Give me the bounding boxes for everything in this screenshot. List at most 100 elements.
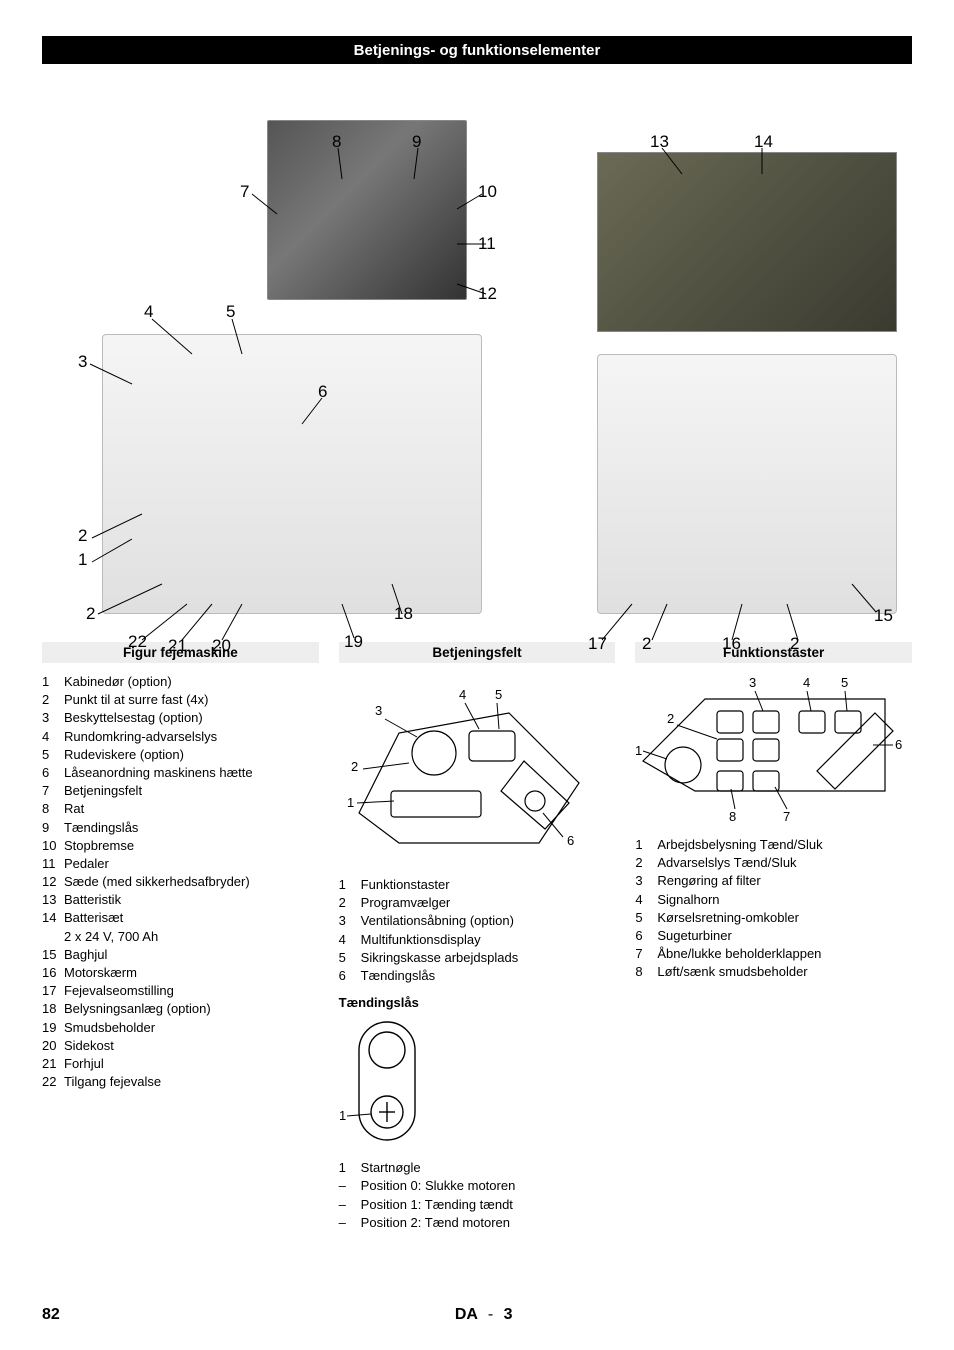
list-item-text: Funktionstaster [361, 876, 450, 894]
callout: 19 [344, 632, 363, 652]
callout: 1 [78, 550, 87, 570]
list-item-text: Belysningsanlæg (option) [64, 1000, 211, 1018]
col2-list: 1Funktionstaster2Programvælger3Ventilati… [339, 876, 616, 985]
diagram-label: 3 [375, 703, 382, 718]
list-item-text: Åbne/lukke beholderklappen [657, 945, 821, 963]
list-item-text: Rengøring af filter [657, 872, 760, 890]
list-item: 3Rengøring af filter [635, 872, 912, 890]
footer-num: 3 [504, 1306, 513, 1323]
function-keys-diagram: 1 2 3 4 5 6 7 8 [635, 673, 912, 826]
columns: Figur fejemaskine 1Kabinedør (option)2Pu… [42, 642, 912, 1232]
list-item: 6Låseanordning maskinens hætte [42, 764, 319, 782]
list-item-number: 4 [635, 891, 657, 909]
list-item-number: 1 [635, 836, 657, 854]
list-item: 11Pedaler [42, 855, 319, 873]
col2-dashlist: – Position 0: Slukke motoren–Position 1: … [339, 1177, 616, 1232]
callout: 9 [412, 132, 421, 152]
callout: 11 [478, 234, 496, 254]
list-item-number: 5 [635, 909, 657, 927]
list-item-number: 14 [42, 909, 64, 927]
list-item: 22Tilgang fejevalse [42, 1073, 319, 1091]
list-item-text: Multifunktionsdisplay [361, 931, 481, 949]
list-item: 7Åbne/lukke beholderklappen [635, 945, 912, 963]
list-item-text: Rat [64, 800, 84, 818]
footer-right-spacer [908, 1306, 912, 1324]
list-item-number [42, 928, 64, 946]
callout: 2 [642, 634, 651, 654]
list-item-text: Position 0: Slukke motoren [361, 1177, 516, 1195]
list-item-number: 7 [42, 782, 64, 800]
list-item-text: Position 2: Tænd motoren [361, 1214, 510, 1232]
list-item-text: Sikringskasse arbejdsplads [361, 949, 519, 967]
list-item-text: Baghjul [64, 946, 107, 964]
list-item-number: 15 [42, 946, 64, 964]
diagram-label: 3 [749, 675, 756, 690]
list-item-number: 6 [635, 927, 657, 945]
list-item-text: Punkt til at surre fast (4x) [64, 691, 209, 709]
list-item-number: 4 [42, 728, 64, 746]
list-item-dash: – [339, 1214, 361, 1232]
list-item: 3Beskyttelsestag (option) [42, 709, 319, 727]
list-item-text: Rundomkring-advarselslys [64, 728, 217, 746]
list-item-text: Kørselsretning-omkobler [657, 909, 799, 927]
col3-list: 1Arbejdsbelysning Tænd/Sluk2Advarselslys… [635, 836, 912, 982]
list-item-text: Beskyttelsestag (option) [64, 709, 203, 727]
list-item-number: 5 [42, 746, 64, 764]
list-item-number: 2 [42, 691, 64, 709]
list-item: 21Forhjul [42, 1055, 319, 1073]
list-item: 3Ventilationsåbning (option) [339, 912, 616, 930]
list-item-number: 6 [339, 967, 361, 985]
list-item: 8Løft/sænk smudsbeholder [635, 963, 912, 981]
list-item: 16Motorskærm [42, 964, 319, 982]
col2-heading: Betjeningsfelt [339, 642, 616, 663]
list-item-text: Arbejdsbelysning Tænd/Sluk [657, 836, 822, 854]
diagram-label: 8 [729, 809, 736, 823]
list-item-text: Programvælger [361, 894, 451, 912]
callout: 2 [78, 526, 87, 546]
callout: 5 [226, 302, 235, 322]
list-item: 17Fejevalseomstilling [42, 982, 319, 1000]
footer-lang: DA [455, 1306, 478, 1323]
list-item: 4Rundomkring-advarselslys [42, 728, 319, 746]
callout: 14 [754, 132, 773, 152]
list-item-number: 7 [635, 945, 657, 963]
footer-page-left: 82 [42, 1306, 60, 1324]
callout: 4 [144, 302, 153, 322]
list-item: 12Sæde (med sikkerhedsafbryder) [42, 873, 319, 891]
list-item-text: Rudeviskere (option) [64, 746, 184, 764]
list-item-text: Låseanordning maskinens hætte [64, 764, 253, 782]
list-item: –Position 1: Tænding tændt [339, 1196, 616, 1214]
list-item: 5Kørselsretning-omkobler [635, 909, 912, 927]
callout: 16 [722, 634, 741, 654]
col2-sublist: 1Startnøgle [339, 1159, 616, 1177]
list-item-text: Kabinedør (option) [64, 673, 172, 691]
list-item-text: Batterisæt [64, 909, 123, 927]
callout: 2 [790, 634, 799, 654]
list-item-text: Sidekost [64, 1037, 114, 1055]
list-item: 6Tændingslås [339, 967, 616, 985]
list-item-text: Pedaler [64, 855, 109, 873]
diagram-label: 1 [347, 795, 354, 810]
list-item: 1Funktionstaster [339, 876, 616, 894]
list-item: 8Rat [42, 800, 319, 818]
list-item: 18Belysningsanlæg (option) [42, 1000, 319, 1018]
diagram-label: 7 [783, 809, 790, 823]
list-item: 10Stopbremse [42, 837, 319, 855]
col1-list: 1Kabinedør (option)2Punkt til at surre f… [42, 673, 319, 1091]
list-item: 6Sugeturbiner [635, 927, 912, 945]
diagram-label: 1 [635, 743, 642, 758]
list-item-number: 9 [42, 819, 64, 837]
leader-lines [42, 84, 912, 644]
list-item-text: Fejevalseomstilling [64, 982, 174, 1000]
list-item: 19Smudsbeholder [42, 1019, 319, 1037]
section-title-bar: Betjenings- og funktionselementer [42, 36, 912, 64]
list-item-text: Smudsbeholder [64, 1019, 155, 1037]
callout: 3 [78, 352, 87, 372]
list-item: 2Punkt til at surre fast (4x) [42, 691, 319, 709]
list-item: 9Tændingslås [42, 819, 319, 837]
diagram-label: 6 [895, 737, 902, 752]
callout: 6 [318, 382, 327, 402]
list-item-text: Løft/sænk smudsbeholder [657, 963, 807, 981]
diagram-label: 2 [351, 759, 358, 774]
diagram-label: 5 [841, 675, 848, 690]
